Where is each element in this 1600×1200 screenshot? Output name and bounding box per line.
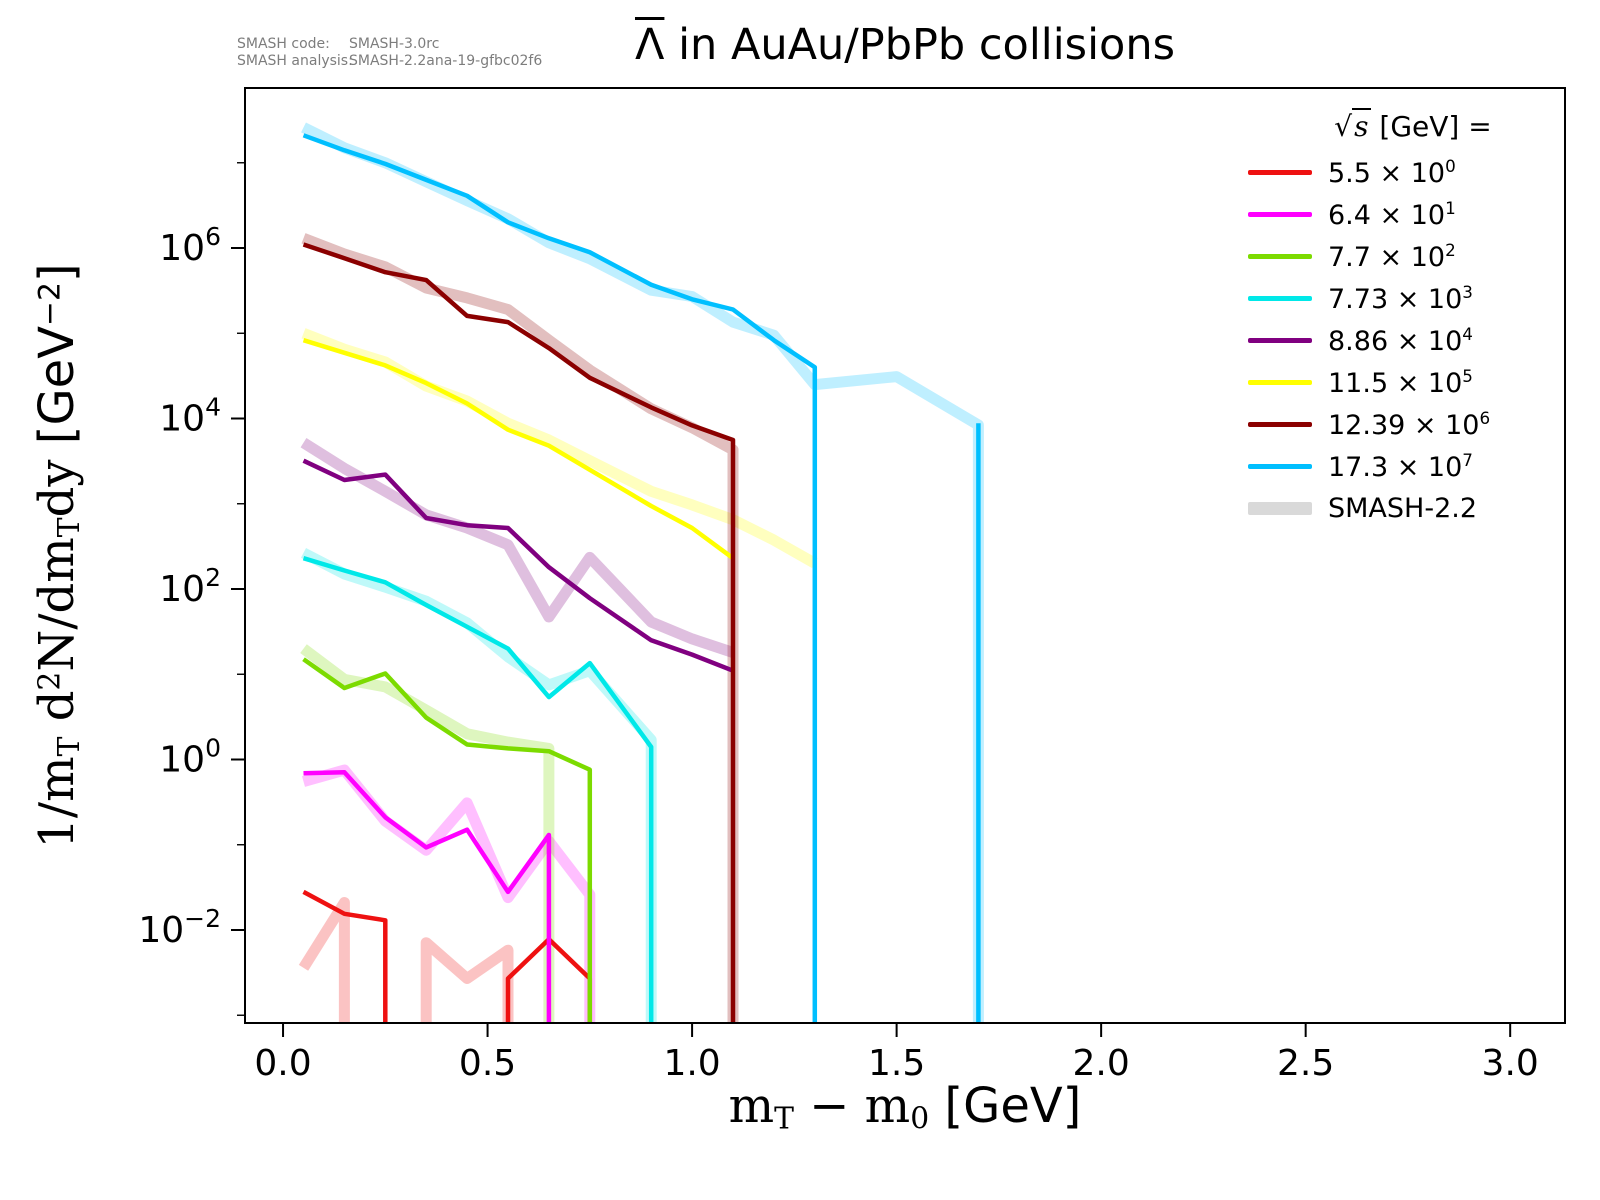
legend-exponent: 0 xyxy=(1445,155,1456,176)
series-group xyxy=(298,122,984,1023)
series-e173M-smash30-line-0 xyxy=(302,133,818,1023)
y-axis-label: 1/mT d2N/dmTdy [GeV−2] xyxy=(29,263,87,848)
legend-swatch-e64 xyxy=(1248,211,1312,217)
legend-exponent: 1 xyxy=(1445,197,1456,218)
legend-item-e1p15M: 11.5 × 105 xyxy=(1248,361,1578,403)
particle-symbol: Λ xyxy=(634,20,665,70)
legend-label-e5p5: 5.5 × 100 xyxy=(1328,155,1456,189)
legend-label-smash22: SMASH-2.2 xyxy=(1328,492,1478,524)
smash-version-note: SMASH code: SMASH-3.0rc SMASH analysis: … xyxy=(237,36,542,70)
sqrt-argument: s xyxy=(1352,108,1371,143)
series-e12p39M-smash22-band-0 xyxy=(301,233,739,1023)
x-axis-label-part: T xyxy=(774,1101,794,1137)
y-axis-label-part: dy xyxy=(28,444,85,518)
smash-analysis-value: SMASH-2.2ana-19-gfbc02f6 xyxy=(349,53,543,69)
y-tick-label: 106 xyxy=(159,222,221,269)
x-axis-label-part: − m xyxy=(793,1078,911,1134)
legend-item-e88600: 8.86 × 104 xyxy=(1248,319,1578,361)
legend-exponent: 3 xyxy=(1462,281,1473,302)
legend-title: √s [GeV] = xyxy=(1248,108,1578,143)
series-e5p5-smash30-line-0 xyxy=(302,889,388,1023)
y-axis-label-part: T xyxy=(52,736,88,757)
chart-title-text: in AuAu/PbPb collisions xyxy=(664,20,1176,70)
x-axis-label-part: m xyxy=(728,1078,775,1134)
legend-exponent: 6 xyxy=(1479,407,1491,428)
y-axis-label-part: N/dm xyxy=(28,537,85,672)
x-tick-label: 0.0 xyxy=(254,1043,311,1084)
legend-swatch-e770 xyxy=(1248,253,1312,259)
legend-item-e64: 6.4 × 101 xyxy=(1248,193,1578,235)
y-axis-label-part: 1/m xyxy=(28,756,85,849)
legend-items: 5.5 × 100 6.4 × 101 7.7 × 102 7.73 × 103 8.8… xyxy=(1248,151,1578,529)
legend-swatch-e7730 xyxy=(1248,295,1312,301)
y-tick-label: 104 xyxy=(159,393,221,440)
x-tick-label: 1.0 xyxy=(663,1043,720,1084)
smash-analysis-label: SMASH analysis: xyxy=(237,53,353,69)
x-axis-label-part: 0 xyxy=(910,1101,930,1137)
y-tick-label: 102 xyxy=(159,563,221,610)
legend-item-e7730: 7.73 × 103 xyxy=(1248,277,1578,319)
smash-code-value: SMASH-3.0rc xyxy=(349,36,440,52)
axes-frame xyxy=(244,87,1566,1024)
series-e5p5-smash22-band-0 xyxy=(298,897,350,1023)
legend-label-e770: 7.7 × 102 xyxy=(1328,239,1456,273)
legend-item-e5p5: 5.5 × 100 xyxy=(1248,151,1578,193)
legend-exponent: 4 xyxy=(1462,323,1473,344)
legend-item-e770: 7.7 × 102 xyxy=(1248,235,1578,277)
legend-item-smash22: SMASH-2.2 xyxy=(1248,487,1578,529)
x-tick-label: 0.5 xyxy=(459,1043,516,1084)
sqrt-icon: √ xyxy=(1334,110,1353,143)
legend-label-e7730: 7.73 × 103 xyxy=(1328,281,1473,315)
legend-swatch-e173M xyxy=(1248,463,1312,469)
legend-swatch-e1p15M xyxy=(1248,379,1312,385)
y-tick-label: 10−2 xyxy=(138,904,221,951)
series-e88600-smash30-line-0 xyxy=(302,458,734,673)
legend-swatch-e5p5 xyxy=(1248,169,1312,175)
x-tick-label: 1.5 xyxy=(868,1043,925,1084)
legend-label-e88600: 8.86 × 104 xyxy=(1328,323,1473,357)
legend-title-rest: [GeV] = xyxy=(1370,110,1492,143)
x-tick-label: 3.0 xyxy=(1482,1043,1539,1084)
legend-label-e12p39M: 12.39 × 106 xyxy=(1328,407,1491,441)
x-tick-label: 2.5 xyxy=(1277,1043,1334,1084)
legend-swatch-smash22 xyxy=(1248,501,1312,515)
legend-label-e173M: 17.3 × 107 xyxy=(1328,449,1473,483)
legend: √s [GeV] = 5.5 × 100 6.4 × 101 7.7 × 102 7.… xyxy=(1248,108,1578,529)
series-e12p39M-smash30-line-0 xyxy=(302,242,736,1023)
y-axis-label-part: d xyxy=(28,690,85,737)
x-axis-label-part: [GeV] xyxy=(929,1078,1082,1134)
y-tick-label: 100 xyxy=(159,733,221,780)
y-axis-label-part: −2 xyxy=(32,282,68,326)
legend-label-e1p15M: 11.5 × 105 xyxy=(1328,365,1473,399)
chart-title: Λ in AuAu/PbPb collisions xyxy=(635,20,1175,70)
y-axis-label-part: T xyxy=(52,517,88,538)
series-e173M-smash22-band-0 xyxy=(301,122,984,1023)
y-axis-label-part: [GeV xyxy=(28,325,85,445)
series-e1p15M-smash30-line-0 xyxy=(302,338,735,561)
series-e88600-smash22-band-0 xyxy=(300,438,735,658)
legend-swatch-e12p39M xyxy=(1248,421,1312,427)
series-e7730-smash30-line-0 xyxy=(302,556,654,1023)
legend-exponent: 5 xyxy=(1462,365,1473,386)
smash-code-label: SMASH code: xyxy=(237,36,330,52)
y-axis-label-part: ] xyxy=(28,263,85,283)
y-axis-label-part: 2 xyxy=(32,671,68,691)
legend-swatch-e88600 xyxy=(1248,337,1312,343)
legend-item-e12p39M: 12.39 × 106 xyxy=(1248,403,1578,445)
legend-exponent: 7 xyxy=(1462,449,1473,470)
series-e770-smash22-band-0 xyxy=(300,644,555,1023)
legend-exponent: 2 xyxy=(1445,239,1456,260)
series-e64-smash30-line-0 xyxy=(303,769,552,1023)
x-tick-label: 2.0 xyxy=(1073,1043,1130,1084)
legend-label-e64: 6.4 × 101 xyxy=(1328,197,1456,231)
x-axis-label: mT − m0 [GeV] xyxy=(729,1078,1082,1136)
series-e770-smash30-line-0 xyxy=(302,657,593,1023)
legend-item-e173M: 17.3 × 107 xyxy=(1248,445,1578,487)
